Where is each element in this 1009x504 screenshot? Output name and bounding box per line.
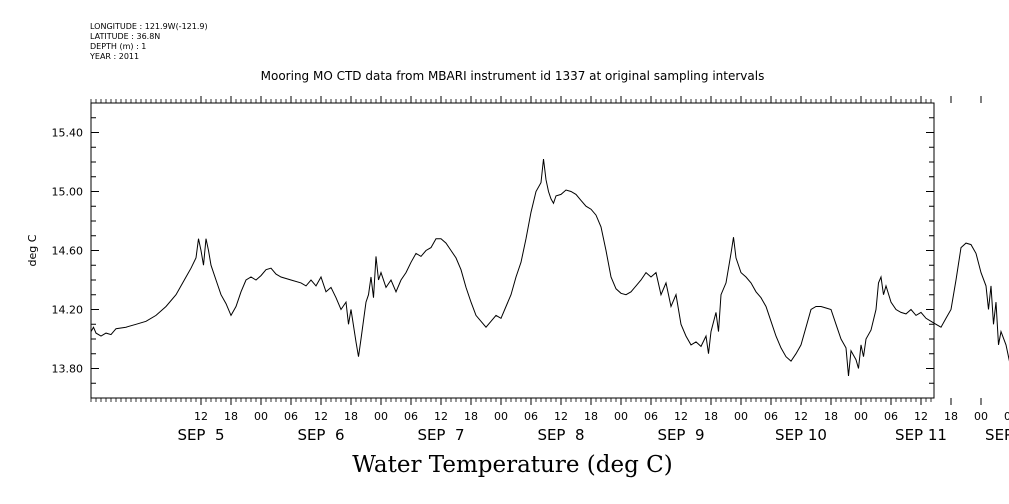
y-tick-label: 15.40 <box>52 127 84 140</box>
x-tick-label: 06 <box>404 410 418 423</box>
x-tick-label: 18 <box>584 410 598 423</box>
latitude-label: LATITUDE : 36.8N <box>90 32 161 41</box>
x-tick-label: 12 <box>914 410 928 423</box>
chart-bottom-title: Water Temperature (deg C) <box>352 452 673 478</box>
x-tick-label: 12 <box>194 410 208 423</box>
x-tick-label: 18 <box>944 410 958 423</box>
x-tick-label: 00 <box>374 410 388 423</box>
y-axis-label: deg C <box>26 234 39 266</box>
x-tick-label: 12 <box>554 410 568 423</box>
x-date-label: SEP 5 <box>177 426 224 444</box>
depth-label: DEPTH (m) : 1 <box>90 42 147 51</box>
x-tick-label: 12 <box>434 410 448 423</box>
y-tick-label: 14.20 <box>52 304 84 317</box>
y-tick-label: 13.80 <box>52 363 84 376</box>
x-tick-label: 12 <box>674 410 688 423</box>
x-tick-label: 18 <box>344 410 358 423</box>
x-tick-label: 00 <box>614 410 628 423</box>
data-series <box>90 158 1009 376</box>
year-label: YEAR : 2011 <box>90 52 140 61</box>
x-tick-label: 18 <box>824 410 838 423</box>
x-tick-label: 00 <box>974 410 988 423</box>
y-tick-label: 15.00 <box>52 186 84 199</box>
x-tick-label: 12 <box>794 410 808 423</box>
chart-title: Mooring MO CTD data from MBARI instrumen… <box>260 69 765 83</box>
x-tick-label: 00 <box>854 410 868 423</box>
x-date-label: SEP 8 <box>537 426 584 444</box>
x-tick-label: 18 <box>464 410 478 423</box>
x-tick-label: 00 <box>494 410 508 423</box>
plot-border <box>90 102 935 399</box>
x-tick-label: 06 <box>1004 410 1009 423</box>
x-tick-label: 00 <box>734 410 748 423</box>
x-date-label: SEP 7 <box>417 426 464 444</box>
x-tick-label: 18 <box>224 410 238 423</box>
x-tick-label: 06 <box>284 410 298 423</box>
axis-ticks <box>90 96 982 405</box>
x-tick-label: 12 <box>314 410 328 423</box>
longitude-label: LONGITUDE : 121.9W(-121.9) <box>90 22 208 31</box>
x-tick-label: 06 <box>884 410 898 423</box>
axis-labels: 13.80 14.20 14.60 15.00 15.40 12 18 00 06 12 18 00 0… <box>26 127 1009 445</box>
x-tick-label: 06 <box>764 410 778 423</box>
x-date-label: SEP 12 <box>985 426 1009 444</box>
x-date-label: SEP 10 <box>775 426 827 444</box>
x-tick-label: 06 <box>644 410 658 423</box>
location-metadata: LONGITUDE : 121.9W(-121.9) LATITUDE : 36… <box>90 22 208 62</box>
x-date-label: SEP 6 <box>297 426 344 444</box>
x-date-label: SEP 11 <box>895 426 947 444</box>
x-tick-label: 18 <box>704 410 718 423</box>
x-date-label: SEP 9 <box>657 426 704 444</box>
plot-frame <box>90 102 935 399</box>
x-tick-label: 00 <box>254 410 268 423</box>
y-tick-label: 14.60 <box>52 245 84 258</box>
x-tick-label: 06 <box>524 410 538 423</box>
temperature-line <box>90 158 1009 376</box>
